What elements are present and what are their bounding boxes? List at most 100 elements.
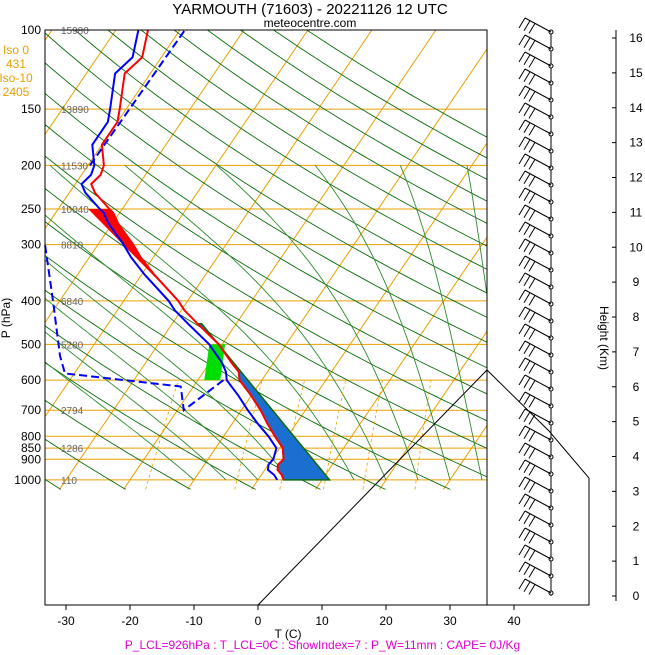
wind-barb-flag — [518, 510, 526, 522]
wind-barb — [524, 102, 552, 118]
cape-area — [88, 209, 179, 301]
pressure-tick-label: 200 — [21, 158, 41, 172]
wind-barb-flag — [528, 125, 536, 136]
wind-barb-flag — [518, 136, 526, 148]
wind-barb — [524, 153, 552, 169]
wind-barb-flag — [518, 408, 526, 420]
label-layer: 15980 13890 11530 10040 8810 6840 5280 2794 1286… — [0, 26, 89, 487]
isotherm — [45, 30, 117, 136]
wind-barb-flag — [528, 278, 536, 289]
wind-barb-flag — [523, 122, 531, 133]
wind-barb — [524, 391, 552, 407]
wind-barb-flag — [528, 431, 536, 442]
height-label: 10040 — [61, 205, 89, 216]
wind-barb-flag — [523, 530, 531, 541]
dry-adiabat — [45, 187, 487, 449]
wind-barb-flag — [528, 363, 536, 374]
wind-barb-flag — [523, 54, 531, 65]
isotherm — [187, 48, 487, 490]
wind-barb-flag — [523, 37, 531, 48]
wind-barb — [524, 374, 552, 390]
wind-barb — [524, 255, 552, 271]
wind-barb-flag — [523, 445, 531, 456]
wind-barb-flag — [518, 238, 526, 250]
height-label: 13890 — [61, 105, 89, 116]
wind-barb-flag — [528, 295, 536, 306]
isotherm — [45, 30, 245, 324]
wind-barb-flag — [518, 374, 526, 386]
height-label: 11530 — [61, 161, 89, 172]
wind-barb-flag — [523, 564, 531, 575]
wind-barb — [524, 340, 552, 356]
pressure-tick-label: 1000 — [14, 473, 41, 487]
dry-adiabat — [107, 30, 487, 270]
wind-barb — [524, 68, 552, 84]
wind-barb-flag — [523, 326, 531, 337]
isotherm — [315, 236, 487, 490]
dry-adiabat — [45, 289, 386, 490]
wind-barb-flag — [528, 91, 536, 102]
wind-barb-flag — [528, 414, 536, 425]
wind-barb-flag — [528, 159, 536, 170]
wind-barb-flag — [528, 108, 536, 119]
dewpoint-dashed-line — [44, 29, 225, 413]
wind-barb-flag — [523, 496, 531, 507]
height-label: 6840 — [61, 297, 84, 308]
wind-barb — [524, 578, 552, 594]
isotherm — [251, 142, 487, 490]
wind-barb — [524, 476, 552, 492]
wind-barb-flag — [518, 187, 526, 199]
wind-barb-flag — [528, 448, 536, 459]
isotherm — [59, 30, 373, 490]
dewpoint-profile — [80, 29, 279, 481]
wind-barb — [524, 221, 552, 237]
wind-barb — [524, 544, 552, 560]
pressure-tick-label: 250 — [21, 202, 41, 216]
moist-adiabat — [45, 259, 291, 481]
footer-indices: P_LCL=926hPa : T_LCL=0C : ShowIndex=7 : … — [0, 638, 645, 652]
height-tick-label: 5 — [633, 415, 640, 429]
chart-title: YARMOUTH (71603) - 20221126 12 UTC — [172, 1, 448, 18]
isotherm — [508, 30, 645, 490]
height-axis-label: Height (Km) — [597, 306, 611, 370]
wind-barb-flag — [523, 479, 531, 490]
temperature-tick-label: 0 — [255, 614, 262, 628]
wind-barb — [524, 493, 552, 509]
temperature-tick-label: -30 — [57, 614, 75, 628]
height-label: 15980 — [61, 26, 89, 37]
wind-barb-flag — [523, 173, 531, 184]
plot-frame — [44, 29, 488, 606]
wind-barb-flag — [518, 34, 526, 46]
wind-barb-flag — [518, 340, 526, 352]
wind-barb — [524, 357, 552, 373]
wind-barb — [524, 527, 552, 543]
wind-barb-flag — [523, 513, 531, 524]
wind-barb — [524, 136, 552, 152]
wind-barb — [524, 306, 552, 322]
wind-barb — [524, 425, 552, 441]
height-tick-label: 13 — [629, 136, 643, 150]
wind-barb-flag — [528, 74, 536, 85]
height-label: 110 — [61, 476, 77, 487]
wind-barb — [524, 119, 552, 135]
wind-barb-flag — [523, 360, 531, 371]
wind-barb-flag — [518, 561, 526, 573]
wind-barb-flag — [518, 544, 526, 556]
wind-barb — [524, 34, 552, 50]
wind-barb-flag — [523, 462, 531, 473]
moist-adiabat — [466, 165, 487, 299]
moist-adiabat — [314, 165, 451, 481]
height-tick-label: 1 — [633, 554, 640, 568]
dry-adiabat — [140, 30, 487, 247]
wind-barb-flag — [518, 391, 526, 403]
dry-adiabat — [74, 30, 487, 294]
wind-barb-flag — [518, 102, 526, 114]
iso-info-label: Iso-10 — [0, 71, 33, 85]
wind-barb-flag — [518, 459, 526, 471]
hodograph-frame — [486, 369, 590, 606]
wind-barb — [524, 442, 552, 458]
wind-barb-flag — [528, 584, 536, 595]
wind-barb-flag — [523, 88, 531, 99]
wind-barb — [524, 170, 552, 186]
wind-barb-flag — [528, 499, 536, 510]
